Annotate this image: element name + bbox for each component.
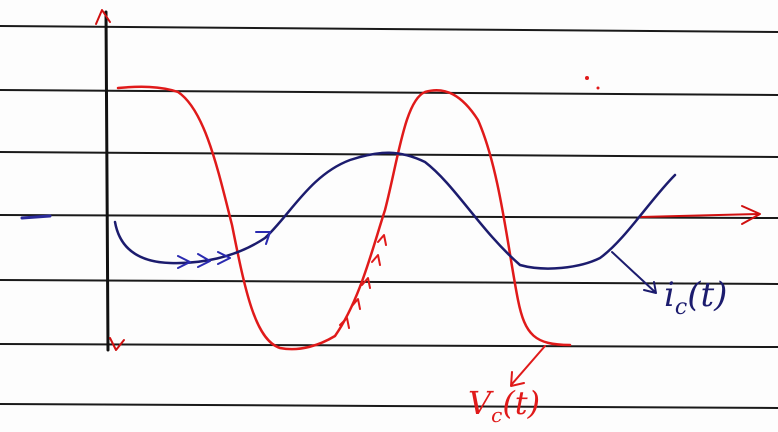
stray-dot (585, 76, 589, 80)
label-subscript: c (491, 403, 502, 427)
label-base: i (664, 275, 675, 315)
axis-left-stub (22, 216, 50, 218)
label-base: V (468, 384, 494, 422)
voltage-label: Vc(t) (468, 384, 540, 427)
label-subscript: c (675, 295, 687, 320)
label-argument: (t) (687, 275, 727, 315)
stray-dot (597, 87, 600, 90)
label-argument: (t) (502, 384, 540, 422)
current-label: ic(t) (664, 275, 727, 320)
page: {"labels": { "current": {"base": "i", "s… (0, 0, 778, 432)
vertical-axis (106, 12, 108, 350)
sketch: ic(t) Vc(t) (0, 0, 778, 432)
